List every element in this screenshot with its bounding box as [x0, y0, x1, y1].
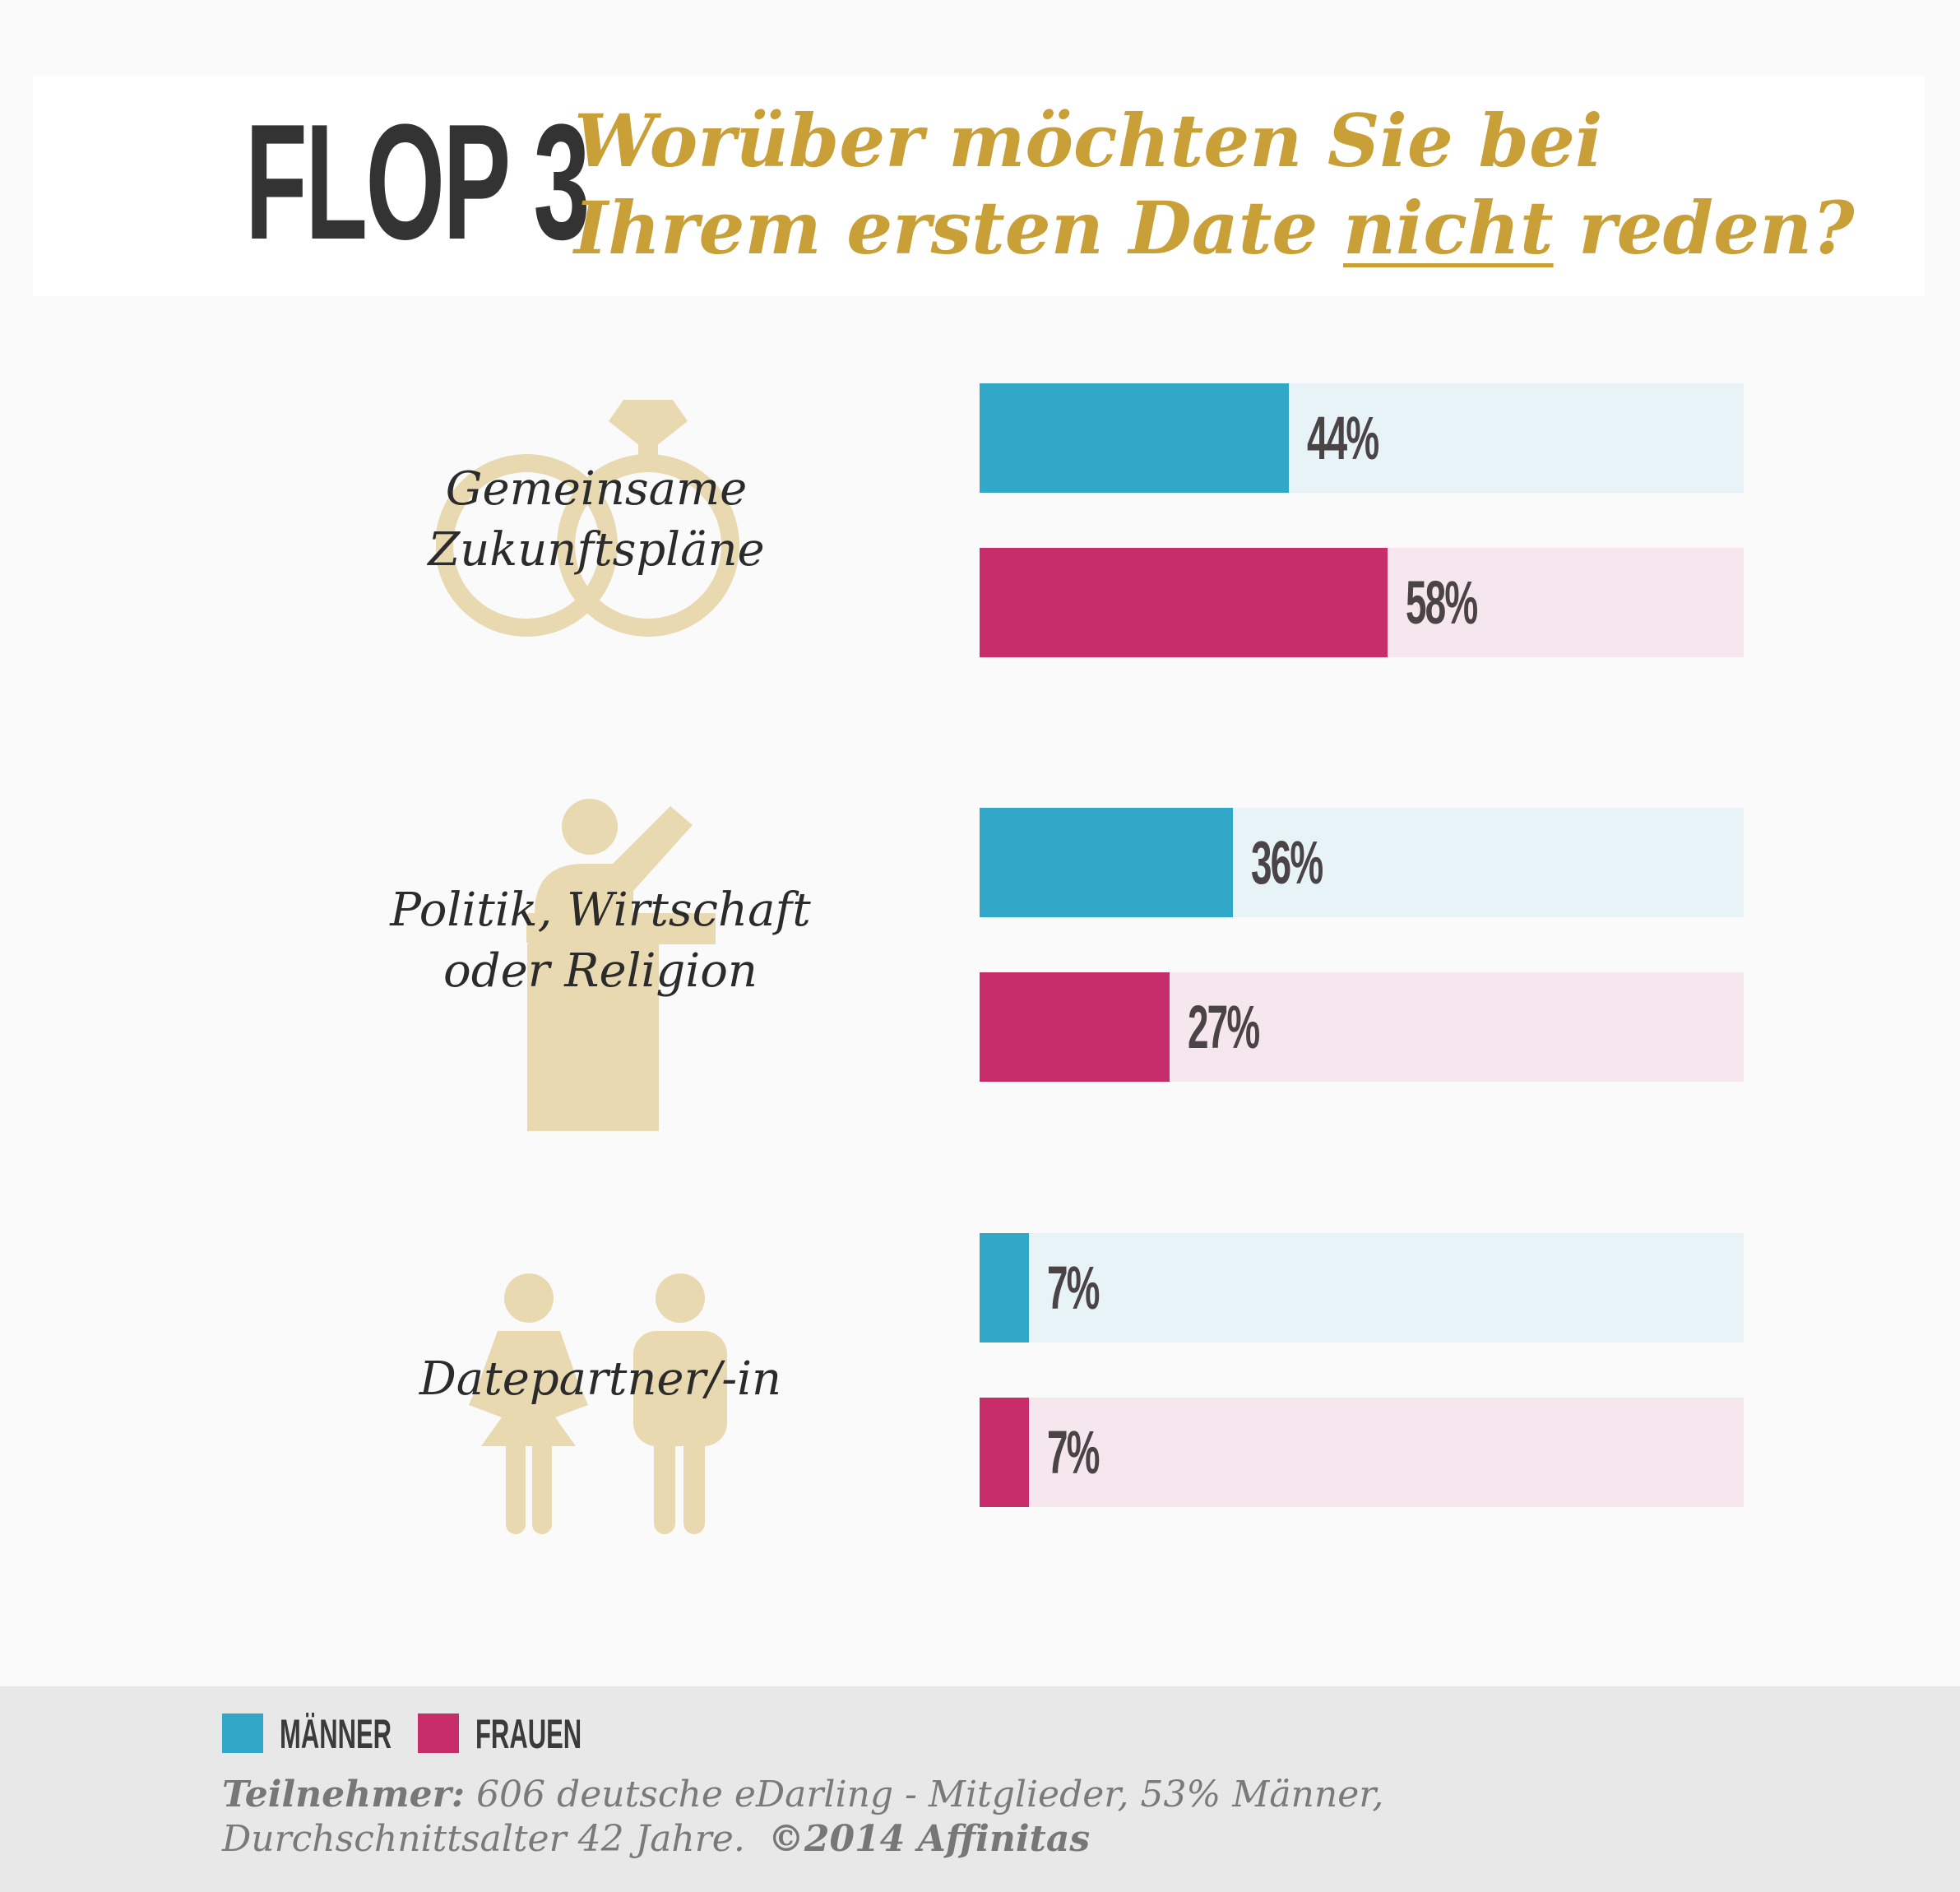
bar-track-politik-maenner — [980, 808, 1744, 917]
bar-track-politik-frauen — [980, 972, 1744, 1082]
value-label-datepartner-maenner: 7% — [1047, 1254, 1100, 1322]
bar-zukunft-maenner — [980, 383, 1289, 493]
speaker-podium-icon — [526, 799, 716, 1131]
legend-swatch-maenner — [222, 1713, 263, 1753]
title-line2-post: reden? — [1553, 185, 1855, 271]
couple-icon — [469, 1273, 727, 1534]
copyright: ©2014 Affinitas — [767, 1818, 1091, 1860]
chart-title: Worüber möchten Sie bei Ihrem ersten Dat… — [574, 97, 1855, 271]
bar-track-zukunft-frauen — [980, 548, 1744, 657]
note-bold: Teilnehmer: — [222, 1774, 466, 1815]
bar-datepartner-maenner — [980, 1233, 1029, 1342]
wedding-rings-icon — [436, 400, 739, 637]
category-label-politik: Politik, Wirtschaft oder Religion — [313, 880, 888, 1002]
value-label-politik-maenner: 36% — [1251, 828, 1323, 897]
value-label-zukunft-maenner: 44% — [1307, 404, 1379, 472]
category-label-line: Gemeinsame — [445, 462, 748, 516]
category-label-line: Politik, Wirtschaft — [390, 883, 811, 937]
bar-datepartner-frauen — [980, 1398, 1029, 1507]
title-line1: Worüber möchten Sie bei — [574, 98, 1603, 183]
category-label-zukunft: Gemeinsame Zukunftspläne — [308, 459, 884, 581]
value-label-politik-frauen: 27% — [1188, 993, 1260, 1061]
title-line2-pre: Ihrem ersten Date — [574, 185, 1343, 271]
footer-panel — [0, 1686, 1960, 1892]
note-line2: Durchschnittsalter 42 Jahre. — [222, 1818, 745, 1860]
participants-note: Teilnehmer: 606 deutsche eDarling - Mitg… — [222, 1773, 1383, 1862]
bar-politik-frauen — [980, 972, 1170, 1082]
bar-politik-maenner — [980, 808, 1233, 917]
value-label-datepartner-frauen: 7% — [1047, 1418, 1100, 1486]
header-banner — [33, 76, 1925, 296]
category-label-line: Datepartner/-in — [419, 1352, 782, 1406]
legend-swatch-frauen — [418, 1713, 459, 1753]
bar-track-zukunft-maenner — [980, 383, 1744, 493]
legend-label-frauen: FRAUEN — [475, 1711, 582, 1757]
bar-track-datepartner-maenner — [980, 1233, 1744, 1342]
category-label-line: Zukunftspläne — [428, 523, 765, 577]
bar-zukunft-frauen — [980, 548, 1388, 657]
category-label-datepartner: Datepartner/-in — [313, 1349, 888, 1410]
value-label-zukunft-frauen: 58% — [1406, 568, 1478, 637]
flop-label: FLOP 3 — [245, 90, 590, 274]
legend-label-maenner: MÄNNER — [280, 1711, 392, 1757]
category-label-line: oder Religion — [443, 944, 758, 998]
title-emphasis: nicht — [1343, 185, 1554, 271]
bar-track-datepartner-frauen — [980, 1398, 1744, 1507]
note-line1: 606 deutsche eDarling - Mitglieder, 53% … — [465, 1774, 1384, 1815]
